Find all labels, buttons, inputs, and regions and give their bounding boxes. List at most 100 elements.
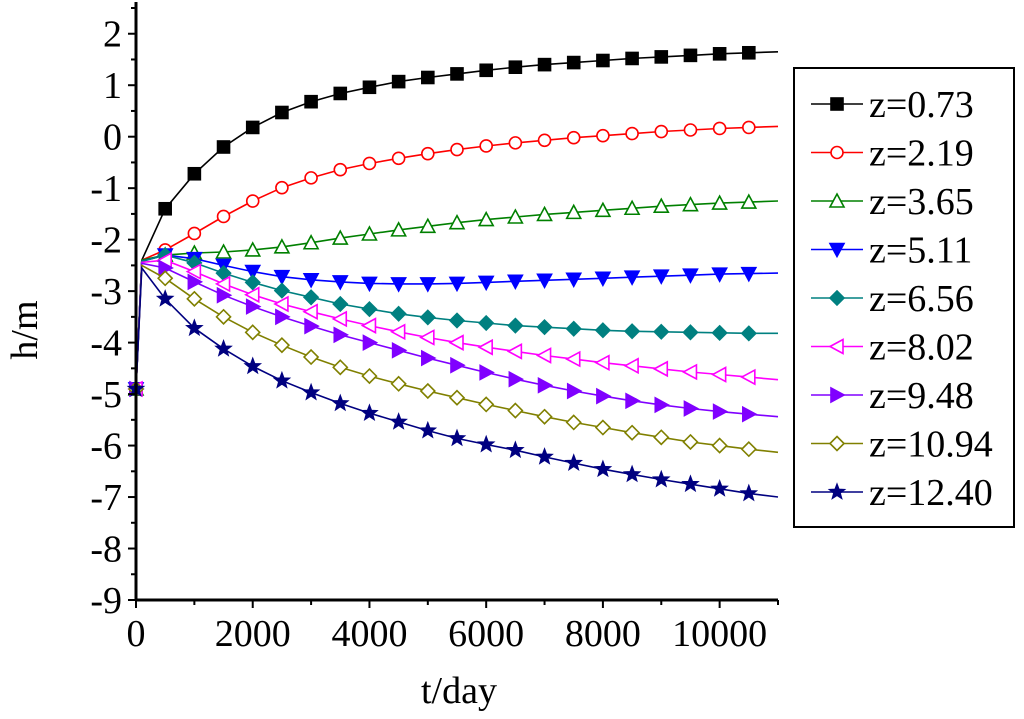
data-point <box>214 339 233 357</box>
y-tick-label: -2 <box>90 220 122 262</box>
data-point <box>390 277 407 293</box>
data-point <box>564 453 584 471</box>
data-point <box>537 376 554 394</box>
data-point <box>389 323 406 341</box>
data-point <box>419 382 436 400</box>
data-point <box>683 123 698 137</box>
data-point <box>391 74 406 89</box>
data-point <box>331 310 348 328</box>
data-point <box>187 166 202 181</box>
data-point <box>506 440 525 459</box>
data-point <box>448 276 466 293</box>
legend-label-z-2-19: z=2.19 <box>869 133 974 175</box>
series-z-0-73 <box>129 45 779 396</box>
data-point <box>362 334 379 351</box>
data-point <box>625 126 639 141</box>
data-point <box>682 433 699 451</box>
data-point <box>421 349 437 367</box>
data-point <box>185 318 204 337</box>
data-point <box>361 367 378 385</box>
data-point <box>508 136 523 150</box>
data-point <box>740 193 758 209</box>
data-point <box>623 424 641 441</box>
series-line-z-2-19 <box>135 125 779 389</box>
legend-label-z-8-02: z=8.02 <box>869 327 974 369</box>
data-point <box>594 419 612 436</box>
series-z-5-11 <box>127 248 779 398</box>
legend-label-z-12-40: z=12.40 <box>869 472 993 514</box>
data-point <box>740 266 758 283</box>
y-tick-label: -1 <box>90 168 122 210</box>
data-point <box>333 162 348 177</box>
data-point <box>681 474 700 493</box>
data-point <box>682 324 699 341</box>
data-point <box>710 366 727 383</box>
data-point <box>623 357 639 375</box>
data-point <box>187 226 202 241</box>
y-tick-label: -8 <box>90 529 122 571</box>
data-point <box>245 298 262 315</box>
data-point <box>186 290 203 307</box>
data-point <box>565 320 582 337</box>
y-tick-label: -6 <box>90 426 122 468</box>
x-tick-label: 0 <box>127 613 146 655</box>
data-point <box>450 142 464 157</box>
data-point <box>360 317 377 334</box>
data-point <box>479 139 493 153</box>
data-point <box>333 326 349 344</box>
data-point <box>301 382 321 401</box>
data-point <box>622 464 642 483</box>
data-point <box>476 434 496 453</box>
data-point <box>682 268 699 284</box>
data-point <box>302 303 318 321</box>
data-point <box>273 269 291 286</box>
data-point <box>418 420 438 439</box>
data-point <box>244 286 260 304</box>
legend-label-z-5-11: z=5.11 <box>869 230 972 272</box>
data-point <box>245 120 260 135</box>
data-point <box>594 354 610 372</box>
data-point <box>712 47 727 61</box>
data-point <box>594 322 612 339</box>
series-z-12-40 <box>126 265 779 502</box>
data-point <box>623 270 641 286</box>
data-point <box>273 337 291 354</box>
axes: 210-1-2-3-4-5-6-7-8-90 2000 4000 6000 8000 10… <box>90 2 779 655</box>
y-tick-label: 2 <box>103 14 122 56</box>
data-point <box>391 151 406 166</box>
data-point <box>332 359 349 376</box>
legend-label-z-9-48: z=9.48 <box>869 375 974 417</box>
data-point <box>566 382 583 400</box>
data-point <box>302 234 320 250</box>
data-point <box>304 171 318 185</box>
legend-label-z-0-73: z=0.73 <box>869 84 974 126</box>
data-point <box>419 217 437 234</box>
data-point <box>450 67 464 81</box>
data-point <box>536 408 553 425</box>
data-point <box>596 387 612 405</box>
plot-area <box>126 45 779 502</box>
legend: z=0.73 z=2.19 z=3.65 z=5.11 z=6.56 z=8.02 z=9.… <box>793 67 1015 528</box>
data-point <box>419 309 436 326</box>
data-point <box>361 225 378 241</box>
data-point <box>507 274 524 291</box>
data-point <box>711 267 728 283</box>
data-point <box>536 273 553 290</box>
data-point <box>536 319 553 336</box>
data-point <box>682 195 699 212</box>
data-point <box>448 389 466 406</box>
data-point <box>739 483 759 502</box>
series-z-6-56 <box>127 246 778 398</box>
legend-marker-z-12-40 <box>827 482 847 500</box>
data-point <box>272 370 292 389</box>
data-point <box>742 120 756 135</box>
x-tick-label: 10000 <box>672 613 767 655</box>
data-point <box>623 323 641 340</box>
data-point <box>478 314 495 332</box>
data-point <box>742 405 758 423</box>
data-point <box>507 402 524 419</box>
data-point <box>625 51 639 66</box>
data-point <box>275 105 289 120</box>
data-point <box>185 263 202 280</box>
data-point <box>244 264 262 281</box>
